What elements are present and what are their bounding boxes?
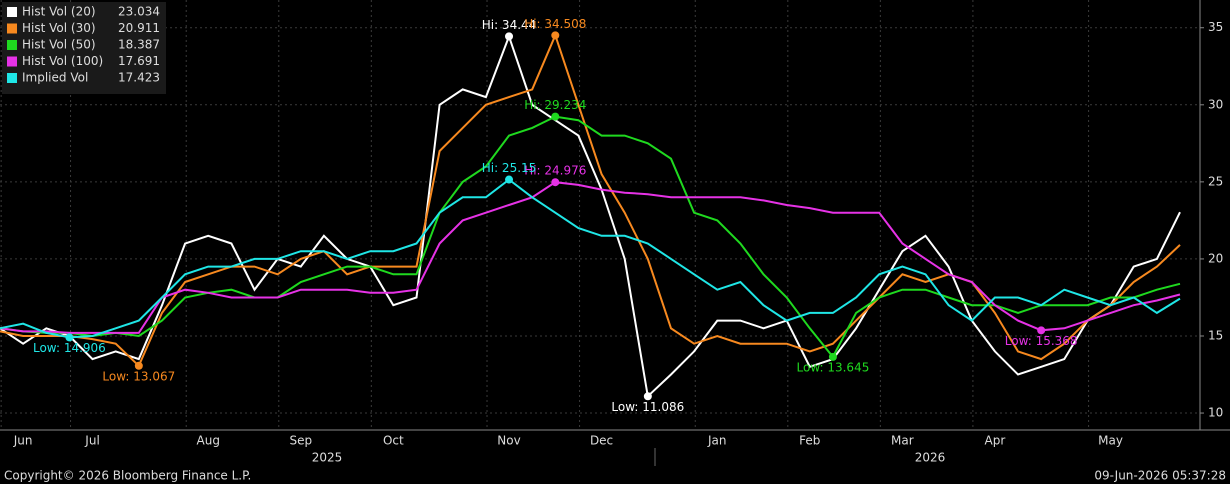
annotation-point — [551, 31, 560, 40]
y-tick-label: 10 — [1208, 406, 1223, 420]
legend: Hist Vol (20) 23.034 Hist Vol (30) 20.911 Hi… — [2, 2, 166, 94]
x-tick-label: Aug — [197, 434, 220, 448]
legend-value: 23.034 — [118, 5, 160, 19]
annotation-label: Low: 11.086 — [611, 400, 684, 414]
annotation-label: Low: 15.368 — [1005, 334, 1078, 348]
legend-label: Hist Vol (20) — [22, 5, 96, 19]
annotation-point — [65, 333, 74, 342]
timestamp: 09-Jun-2026 05:37:28 — [1094, 469, 1226, 483]
y-tick-label: 35 — [1208, 20, 1223, 34]
x-tick-label: Apr — [985, 434, 1006, 448]
legend-label: Implied Vol — [22, 71, 88, 85]
annotation-label: Hi: 25.15 — [482, 161, 537, 175]
legend-value: 18.387 — [118, 38, 160, 52]
x-tick-label: May — [1098, 434, 1123, 448]
annotation-point — [505, 32, 514, 41]
annotation-label: Low: 13.067 — [102, 369, 175, 383]
annotation-label: Hi: 34.508 — [524, 17, 586, 31]
copyright: Copyright© 2026 Bloomberg Finance L.P. — [4, 469, 251, 483]
y-tick-label: 30 — [1208, 97, 1223, 111]
annotation-point — [551, 178, 560, 187]
x-tick-label: Jan — [707, 434, 727, 448]
x-tick-label: Nov — [497, 434, 520, 448]
y-tick-label: 25 — [1208, 174, 1223, 188]
x-tick-label: Jun — [13, 434, 33, 448]
x-tick-label: Jul — [84, 434, 99, 448]
year-label: 2026 — [915, 451, 946, 465]
annotation-point — [1037, 326, 1046, 335]
x-tick-label: Sep — [289, 434, 312, 448]
x-tick-label: Mar — [891, 434, 914, 448]
annotation-label: Low: 13.645 — [797, 360, 870, 374]
legend-value: 20.911 — [118, 21, 160, 35]
y-tick-label: 15 — [1208, 328, 1223, 342]
legend-value: 17.423 — [118, 71, 160, 85]
annotation-label: Hi: 29.234 — [524, 98, 586, 112]
legend-swatch — [7, 23, 17, 34]
legend-label: Hist Vol (100) — [22, 54, 103, 68]
annotation-label: Hi: 24.976 — [524, 164, 586, 178]
lines: Hi: 34.44 Low: 11.086 Hi: 34.508 Low: 13.06… — [0, 17, 1181, 414]
annotation-point — [828, 352, 837, 361]
legend-label: Hist Vol (30) — [22, 21, 96, 35]
legend-label: Hist Vol (50) — [22, 38, 96, 52]
series-line — [0, 181, 1181, 334]
annotation-point — [551, 112, 560, 121]
series-line — [0, 32, 1181, 368]
annotation-point — [505, 175, 514, 184]
legend-swatch — [7, 56, 17, 67]
x-tick-label: Dec — [590, 434, 613, 448]
year-label: 2025 — [312, 451, 343, 465]
x-tick-label: Oct — [383, 434, 404, 448]
legend-swatch — [7, 73, 17, 83]
legend-value: 17.691 — [118, 54, 160, 68]
annotation-point — [643, 392, 652, 401]
legend-box — [2, 2, 166, 94]
annotation-label: Hi: 34.44 — [482, 18, 537, 32]
series-line — [0, 33, 1181, 399]
annotation-point — [134, 361, 143, 370]
series-line — [0, 178, 1181, 339]
series-line — [0, 115, 1181, 359]
legend-swatch — [7, 40, 17, 50]
legend-swatch — [7, 7, 17, 17]
x-tick-label: Feb — [799, 434, 820, 448]
annotation-label: Low: 14.906 — [33, 341, 106, 355]
y-tick-label: 20 — [1208, 251, 1223, 265]
